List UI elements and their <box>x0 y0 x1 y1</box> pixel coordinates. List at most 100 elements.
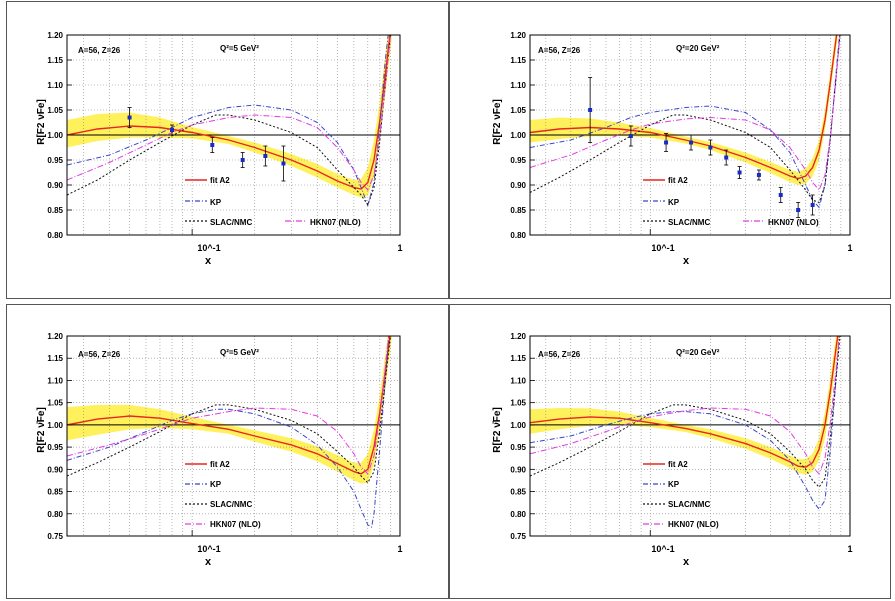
x-tick-label: 1 <box>397 243 402 253</box>
x-tick-label: 10^-1 <box>651 243 674 253</box>
y-tick-label: 1.20 <box>47 332 63 341</box>
data-point <box>708 145 713 150</box>
y-tick-label: 1.10 <box>47 376 63 385</box>
legend-label: fit A2 <box>668 460 688 469</box>
series-line-slac-nmc <box>67 35 392 207</box>
y-tick-label: 0.80 <box>47 510 63 519</box>
y-tick-label: 0.80 <box>510 510 526 519</box>
y-tick-label: 1.05 <box>47 399 63 408</box>
q2-label: Q²=5 GeV² <box>220 44 259 53</box>
plot-frame <box>66 335 401 537</box>
y-tick-label: 1.20 <box>510 332 526 341</box>
plot-frame <box>529 335 851 537</box>
y-tick-label: 0.75 <box>510 532 526 541</box>
data-point <box>240 158 245 162</box>
series-line-hkn07-nlo- <box>530 35 841 191</box>
data-point <box>664 140 669 145</box>
y-tick-label: 0.95 <box>510 443 526 452</box>
panel-frame-1 <box>449 1 891 299</box>
y-tick-label: 1.05 <box>510 399 526 408</box>
y-tick-label: 1.00 <box>47 421 63 430</box>
data-point <box>737 170 742 175</box>
y-tick-label: 0.90 <box>47 181 63 190</box>
x-tick-label: 1 <box>847 544 852 554</box>
y-tick-label: 0.95 <box>47 443 63 452</box>
series-line-kp <box>67 35 389 207</box>
panel-frame-3 <box>449 304 891 599</box>
data-point <box>810 203 815 207</box>
legend-label: KP <box>668 480 680 489</box>
x-axis-title: x <box>205 556 212 568</box>
plot-area <box>530 35 850 235</box>
series-line-slac-nmc <box>530 336 841 488</box>
y-tick-label: 0.75 <box>47 532 63 541</box>
y-tick-label: 0.85 <box>47 488 63 497</box>
y-tick-label: 1.15 <box>510 354 526 363</box>
y-tick-label: 1.00 <box>510 421 526 430</box>
data-point <box>169 128 174 132</box>
uncertainty-band <box>67 336 393 484</box>
series-line-fit-a2 <box>530 336 839 468</box>
chart-panel-0: A=56, Z=26 Q²=5 GeV² x R[F2 νFe] 10^-1 1… <box>36 31 403 267</box>
y-tick-label: 1.00 <box>47 131 63 140</box>
series-line-fit-a2 <box>67 336 391 475</box>
y-tick-label: 1.15 <box>47 354 63 363</box>
chart-panel-2: A=56, Z=26 Q²=5 GeV² x R[F2 ν̄Fe] 10^-1 … <box>36 332 403 568</box>
legend-label: HKN07 (NLO) <box>310 218 361 227</box>
data-point <box>724 155 729 160</box>
q2-label: Q²=20 GeV² <box>676 44 720 53</box>
data-point <box>796 208 801 212</box>
y-tick-label: 1.10 <box>47 81 63 90</box>
x-tick-label: 10^-1 <box>197 544 220 554</box>
legend-label: KP <box>210 480 222 489</box>
annotation-label: A=56, Z=26 <box>538 350 581 359</box>
series-line-fit-a2 <box>530 35 838 180</box>
series-line-hkn07-nlo- <box>67 336 390 475</box>
x-tick-label: 10^-1 <box>651 544 674 554</box>
data-point <box>127 115 132 120</box>
y-tick-label: 1.20 <box>510 31 526 40</box>
series-line-slac-nmc <box>67 336 392 484</box>
y-tick-label: 1.20 <box>47 31 63 40</box>
x-axis-title: x <box>205 255 212 267</box>
y-tick-label: 1.10 <box>510 81 526 90</box>
legend-label: HKN07 (NLO) <box>768 218 819 227</box>
data-point <box>588 108 593 112</box>
uncertainty-band <box>530 336 840 475</box>
y-tick-label: 0.95 <box>47 156 63 165</box>
series-line-kp <box>67 336 390 528</box>
data-point <box>689 140 694 145</box>
y-tick-label: 0.80 <box>510 231 526 240</box>
y-tick-label: 0.85 <box>510 488 526 497</box>
y-tick-label: 0.85 <box>510 206 526 215</box>
y-tick-label: 1.05 <box>47 106 63 115</box>
y-tick-label: 1.15 <box>47 56 63 65</box>
data-point <box>778 193 783 197</box>
x-tick-label: 1 <box>847 243 852 253</box>
y-tick-label: 0.90 <box>510 181 526 190</box>
y-axis-title: R[F2 ν̄Fe] <box>36 407 47 453</box>
annotation-label: A=56, Z=26 <box>78 46 121 55</box>
series-line-fit-a2 <box>67 35 391 190</box>
y-tick-label: 0.95 <box>510 156 526 165</box>
q2-label: Q²=5 GeV² <box>220 348 259 357</box>
chart-panel-3: A=56, Z=26 Q²=20 GeV² x R[F2 ν̄Fe] 10^-1… <box>492 332 853 568</box>
y-axis-title: R[F2 ν̄Fe] <box>492 407 503 453</box>
x-tick-label: 1 <box>397 544 402 554</box>
uncertainty-band <box>530 35 839 185</box>
legend-label: SLAC/NMC <box>210 500 252 509</box>
q2-label: Q²=20 GeV² <box>676 348 720 357</box>
series-line-hkn07-nlo- <box>530 336 841 475</box>
y-tick-label: 1.10 <box>510 376 526 385</box>
legend-label: HKN07 (NLO) <box>668 520 719 529</box>
y-tick-label: 0.90 <box>47 465 63 474</box>
data-point <box>210 143 215 147</box>
y-tick-label: 1.05 <box>510 106 526 115</box>
series-line-slac-nmc <box>530 35 841 204</box>
y-tick-label: 1.00 <box>510 131 526 140</box>
uncertainty-band <box>67 35 393 198</box>
x-axis-title: x <box>683 556 690 568</box>
series-line-hkn07-nlo- <box>67 35 392 191</box>
data-point <box>263 154 268 158</box>
